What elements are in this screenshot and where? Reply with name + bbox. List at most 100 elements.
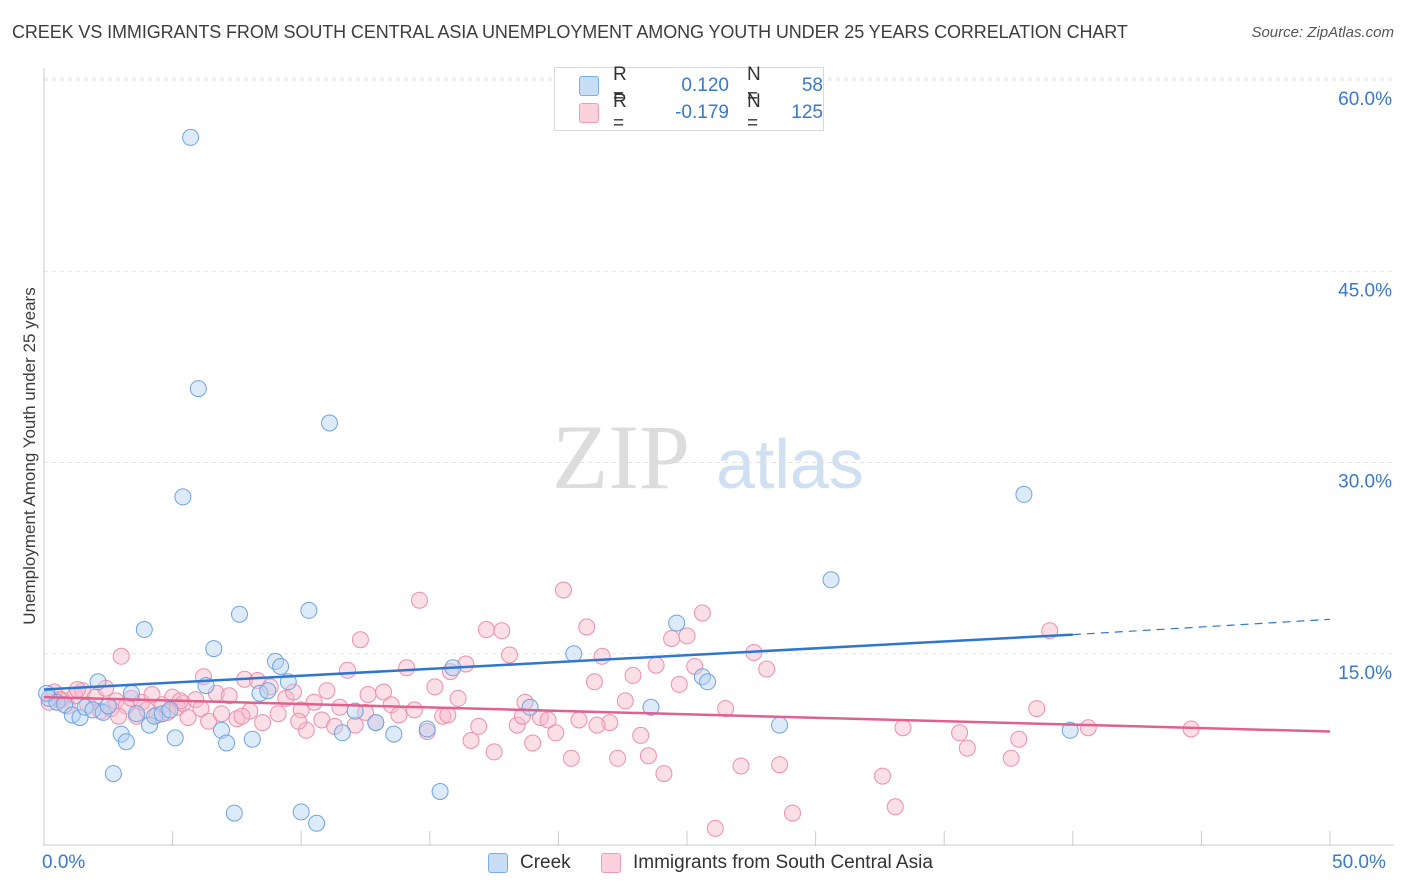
immigrants-point xyxy=(555,581,572,599)
immigrants-point xyxy=(112,647,130,665)
y-tick-label-3: 60.0% xyxy=(1338,89,1392,110)
x-tick-label-min: 0.0% xyxy=(42,852,86,873)
immigrants-point xyxy=(398,659,416,677)
creek-point xyxy=(385,725,403,743)
y-tick-label-2: 45.0% xyxy=(1338,280,1392,301)
immigrants-point xyxy=(493,622,511,640)
immigrants-point xyxy=(632,726,650,744)
immigrants-point xyxy=(771,756,789,774)
immigrants-point xyxy=(285,683,302,701)
immigrants-point xyxy=(375,683,392,701)
immigrants-point xyxy=(213,705,230,723)
immigrants-swatch xyxy=(601,853,621,873)
creek-point xyxy=(822,571,840,589)
immigrants-point xyxy=(609,749,627,767)
immigrants-point xyxy=(68,681,86,698)
chart-title: CREEK VS IMMIGRANTS FROM SOUTH CENTRAL A… xyxy=(12,22,1128,42)
immigrants-point xyxy=(706,819,724,837)
creek-point xyxy=(243,730,261,748)
immigrants-point xyxy=(462,732,480,749)
immigrants-point xyxy=(624,666,642,684)
immigrants-point xyxy=(958,739,976,757)
creek-n-value: 58 xyxy=(801,75,823,96)
immigrants-point xyxy=(390,706,408,724)
immigrants-point xyxy=(758,660,776,678)
watermark: ZIP atlas xyxy=(552,406,864,508)
r-label: R = xyxy=(612,91,627,134)
legend-immigrants-label: Immigrants from South Central Asia xyxy=(633,852,933,873)
creek-point xyxy=(771,716,789,734)
creek-point xyxy=(333,724,351,742)
immigrants-point xyxy=(547,724,565,742)
immigrants-point xyxy=(588,716,606,734)
grid-lines xyxy=(44,77,1394,655)
creek-r-value: 0.120 xyxy=(681,75,729,96)
n-label: N = xyxy=(746,91,761,134)
creek-point xyxy=(292,803,310,821)
creek-point xyxy=(117,733,135,751)
creek-trend-extension xyxy=(1072,618,1331,636)
creek-point xyxy=(565,645,583,663)
creek-point xyxy=(1015,485,1033,503)
stats-legend: R = 0.120 N = 58 R = -0.179 N = 125 xyxy=(554,64,824,134)
immigrants-point xyxy=(405,701,423,719)
immigrants-point xyxy=(359,686,377,703)
immigrants-point xyxy=(485,743,503,761)
creek-trend-line xyxy=(43,633,1073,691)
y-tick-label-0: 15.0% xyxy=(1338,663,1392,684)
immigrants-point xyxy=(290,712,308,730)
immigrants-point xyxy=(886,798,904,816)
immigrants-point xyxy=(477,621,495,638)
immigrants-point xyxy=(562,749,580,767)
immigrants-point xyxy=(1002,749,1020,767)
creek-point xyxy=(693,668,711,686)
source-label: Source: ZipAtlas.com xyxy=(1251,24,1394,41)
creek-point xyxy=(431,783,449,800)
creek-point xyxy=(128,705,146,723)
immigrants-swatch xyxy=(579,103,599,123)
immigrants-point xyxy=(524,734,542,752)
immigrants-point xyxy=(351,631,369,649)
creek-point xyxy=(267,652,284,670)
immigrants-point xyxy=(426,678,444,696)
immigrants-point xyxy=(693,604,711,622)
legend-row-creek: R = 0.120 N = 58 xyxy=(579,64,823,107)
immigrants-point xyxy=(616,692,634,710)
trend-lines xyxy=(43,618,1331,733)
immigrants-trend-line xyxy=(43,695,1331,733)
creek-point xyxy=(1061,721,1079,739)
creek-point xyxy=(153,705,171,723)
creek-point xyxy=(135,621,153,638)
legend-item-creek: Creek xyxy=(488,852,571,874)
immigrants-n-value: 125 xyxy=(791,102,823,123)
immigrants-point xyxy=(228,710,246,728)
legend-creek-label: Creek xyxy=(520,852,571,873)
immigrants-point xyxy=(233,707,251,725)
creek-point xyxy=(272,658,290,675)
immigrants-point xyxy=(339,661,356,679)
x-tick-label-max: 50.0% xyxy=(1332,852,1386,873)
creek-point xyxy=(346,702,364,720)
immigrants-point xyxy=(254,714,272,732)
immigrants-point xyxy=(470,717,488,735)
r-label: R = xyxy=(612,64,627,107)
creek-point xyxy=(71,709,89,726)
watermark-zip: ZIP xyxy=(552,406,690,508)
legend-item-immigrants: Immigrants from South Central Asia xyxy=(601,852,933,874)
immigrants-point xyxy=(678,627,696,645)
creek-point xyxy=(321,414,338,432)
immigrants-point xyxy=(578,618,596,636)
immigrants-point xyxy=(220,687,238,705)
creek-swatch xyxy=(579,76,599,96)
immigrants-point xyxy=(179,709,197,726)
creek-point xyxy=(99,697,117,715)
immigrants-point xyxy=(200,712,218,730)
creek-point xyxy=(213,721,230,739)
creek-point xyxy=(642,698,660,716)
immigrants-point xyxy=(269,705,287,723)
creek-point xyxy=(174,488,192,506)
immigrants-point xyxy=(346,716,364,734)
creek-point xyxy=(308,814,326,832)
immigrants-point xyxy=(655,765,673,783)
